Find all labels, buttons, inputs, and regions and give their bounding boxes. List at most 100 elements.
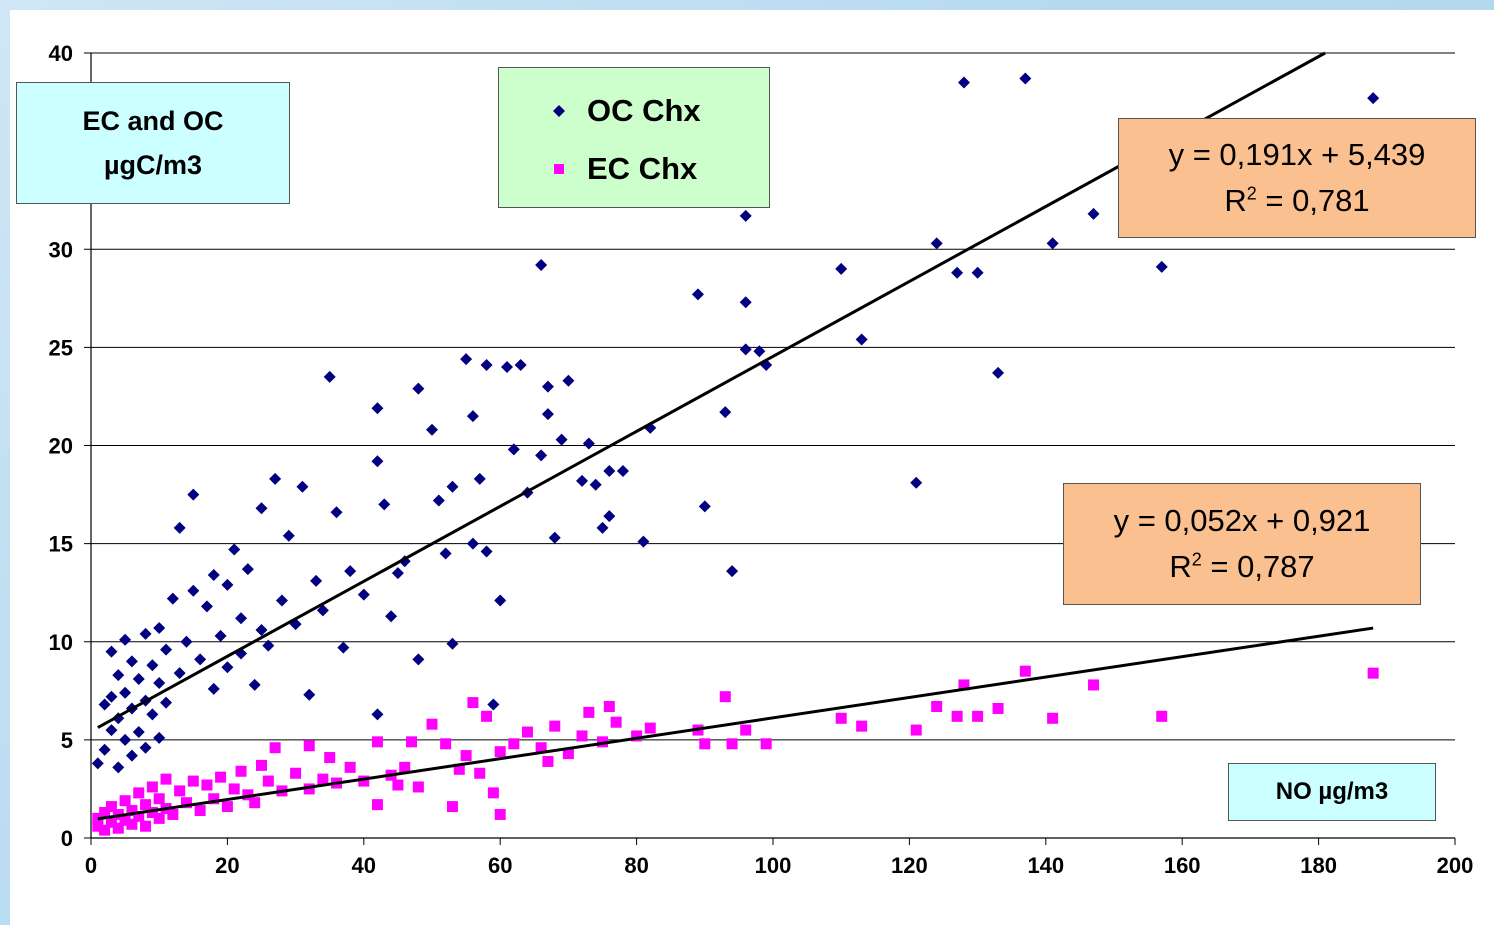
ec-point <box>133 787 145 799</box>
oc-point <box>357 588 370 601</box>
oc-point <box>446 480 459 493</box>
oc-point <box>412 653 425 666</box>
ec-point <box>726 738 738 750</box>
ec-point <box>494 808 506 820</box>
ec-point <box>399 761 411 773</box>
legend: OC Chx EC Chx <box>498 67 770 208</box>
oc-point <box>371 455 384 468</box>
grid-lines <box>91 52 1455 741</box>
ec-point <box>740 724 752 736</box>
oc-point <box>739 296 752 309</box>
oc-point <box>221 578 234 591</box>
oc-point <box>160 643 173 656</box>
oc-point <box>637 535 650 548</box>
oc-point <box>739 343 752 356</box>
oc-point <box>494 594 507 607</box>
ec-r-squared: R2 = 0,787 <box>1169 549 1315 584</box>
ec-series <box>92 665 1379 836</box>
ec-point <box>412 781 424 793</box>
ec-point <box>508 738 520 750</box>
ec-point <box>317 773 329 785</box>
ec-point <box>119 795 131 807</box>
square-marker-icon <box>543 162 575 176</box>
oc-point <box>466 410 479 423</box>
oc-point <box>98 698 111 711</box>
ec-point <box>931 701 943 713</box>
ec-point <box>453 763 465 775</box>
oc-point <box>98 743 111 756</box>
oc-point <box>992 366 1005 379</box>
ec-point <box>426 718 438 730</box>
oc-point <box>166 592 179 605</box>
oc-point <box>105 724 118 737</box>
oc-point <box>971 266 984 279</box>
ec-point <box>856 720 868 732</box>
ec-point <box>474 767 486 779</box>
ec-point <box>487 787 499 799</box>
x-tick-label: 160 <box>1164 853 1201 878</box>
y-axis-label-box: EC and OC µgC/m3 <box>16 82 290 204</box>
ec-point <box>174 785 186 797</box>
ec-point <box>597 736 608 748</box>
oc-point <box>562 374 575 387</box>
ec-equation: y = 0,052x + 0,921 <box>1113 503 1371 538</box>
oc-point <box>698 500 711 513</box>
ec-point <box>583 706 595 718</box>
ec-point <box>303 740 315 752</box>
oc-series <box>91 72 1380 774</box>
ec-point <box>194 805 206 817</box>
ec-point <box>644 722 656 734</box>
oc-point <box>125 749 138 762</box>
oc-point <box>439 547 452 560</box>
oc-point <box>576 474 589 487</box>
oc-point <box>153 731 166 744</box>
ec-point <box>392 779 404 791</box>
oc-equation: y = 0,191x + 5,439 <box>1168 137 1426 172</box>
ec-trendline-equation-box: y = 0,052x + 0,921 R2 = 0,787 <box>1063 483 1421 605</box>
oc-point <box>119 686 132 699</box>
ec-point <box>460 750 472 762</box>
oc-point <box>119 733 132 746</box>
ec-point <box>153 812 165 824</box>
oc-point <box>200 600 213 613</box>
oc-point <box>371 708 384 721</box>
y-tick-label: 15 <box>49 532 73 557</box>
ec-point <box>951 710 963 722</box>
oc-point <box>228 543 241 556</box>
oc-point <box>296 480 309 493</box>
oc-point <box>337 641 350 654</box>
ec-point <box>562 748 574 760</box>
oc-point <box>1046 237 1059 250</box>
ec-point <box>146 781 158 793</box>
ec-point <box>1156 710 1168 722</box>
ec-point <box>235 765 247 777</box>
ec-point <box>446 801 458 813</box>
oc-point <box>310 574 323 587</box>
ec-point <box>303 783 315 795</box>
ec-point <box>167 808 179 820</box>
oc-point <box>426 423 438 436</box>
oc-point <box>1019 72 1032 85</box>
x-tick-label: 40 <box>352 853 376 878</box>
ec-point <box>358 775 370 787</box>
oc-point <box>112 761 125 774</box>
oc-point <box>957 76 970 89</box>
ec-point <box>119 814 131 826</box>
oc-point <box>194 653 207 666</box>
oc-point <box>207 569 220 582</box>
oc-point <box>487 698 500 711</box>
oc-point <box>535 258 548 271</box>
oc-point <box>275 594 288 607</box>
ec-point <box>1019 665 1031 677</box>
ec-point <box>133 810 145 822</box>
y-tick-label: 10 <box>49 630 73 655</box>
x-tick-label: 140 <box>1027 853 1064 878</box>
x-tick-label: 20 <box>215 853 239 878</box>
ec-point <box>481 710 493 722</box>
oc-point <box>412 382 425 395</box>
oc-point <box>221 661 234 674</box>
ec-point <box>910 724 922 736</box>
oc-point <box>91 757 104 770</box>
ec-point <box>494 746 506 758</box>
ec-point <box>406 736 418 748</box>
